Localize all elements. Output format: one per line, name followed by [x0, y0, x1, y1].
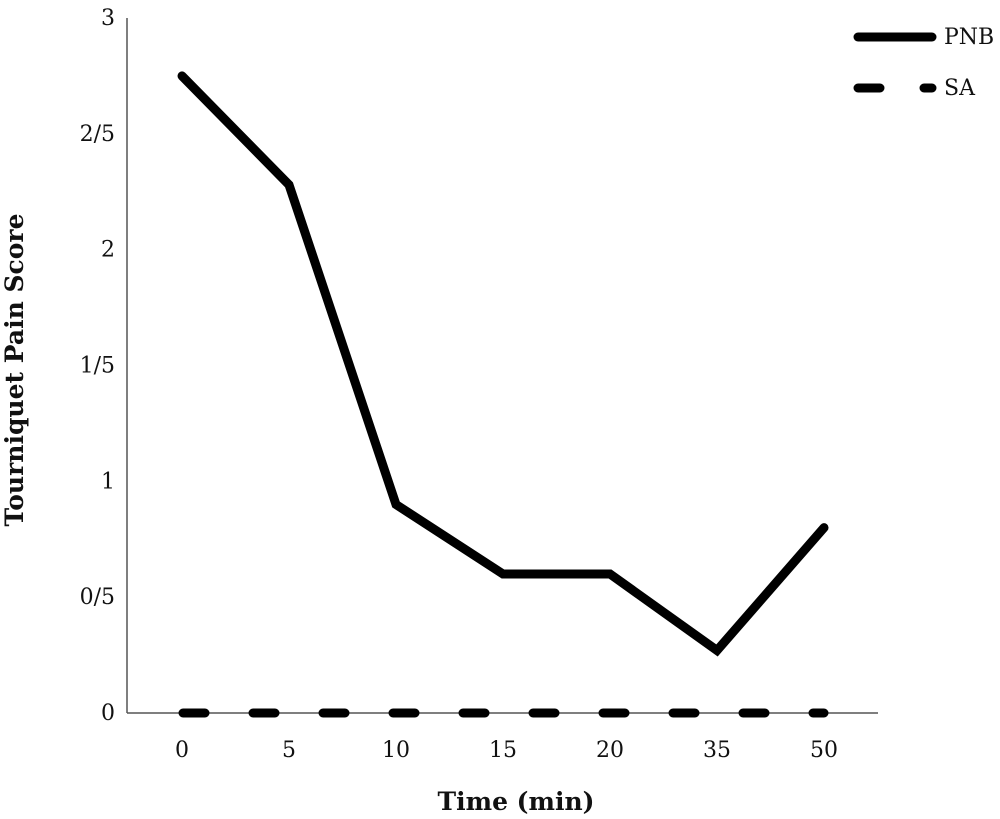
x-tick-label: 20 — [596, 738, 624, 763]
series-layer — [177, 71, 829, 718]
x-tick-label: 15 — [489, 738, 517, 763]
y-tick-label: 0/5 — [80, 585, 115, 610]
x-axis: 0 5 10 15 20 35 50 — [127, 712, 878, 763]
y-tick-label: 0 — [101, 701, 115, 726]
y-tick-label: 2/5 — [80, 122, 115, 147]
x-tick-label: 5 — [282, 738, 296, 763]
x-tick-label: 10 — [382, 738, 410, 763]
y-axis: 0 0/5 1 1/5 2 2/5 3 — [80, 6, 128, 726]
legend-label-sa: SA — [944, 76, 976, 101]
x-axis-title: Time (min) — [438, 787, 595, 816]
x-tick-label: 50 — [810, 738, 838, 763]
y-tick-labels: 0 0/5 1 1/5 2 2/5 3 — [80, 6, 115, 726]
y-tick-label: 1/5 — [80, 354, 115, 379]
legend: PNB SA — [853, 25, 994, 101]
legend-label-pnb: PNB — [944, 25, 994, 50]
x-tick-label: 35 — [703, 738, 731, 763]
y-tick-label: 3 — [101, 6, 115, 31]
x-tick-label: 0 — [175, 738, 189, 763]
y-tick-label: 2 — [101, 238, 115, 263]
x-tick-labels: 0 5 10 15 20 35 50 — [175, 738, 838, 763]
y-axis-title: Tourniquet Pain Score — [0, 214, 29, 527]
y-tick-label: 1 — [101, 469, 115, 494]
series-line-pnb — [177, 71, 829, 657]
